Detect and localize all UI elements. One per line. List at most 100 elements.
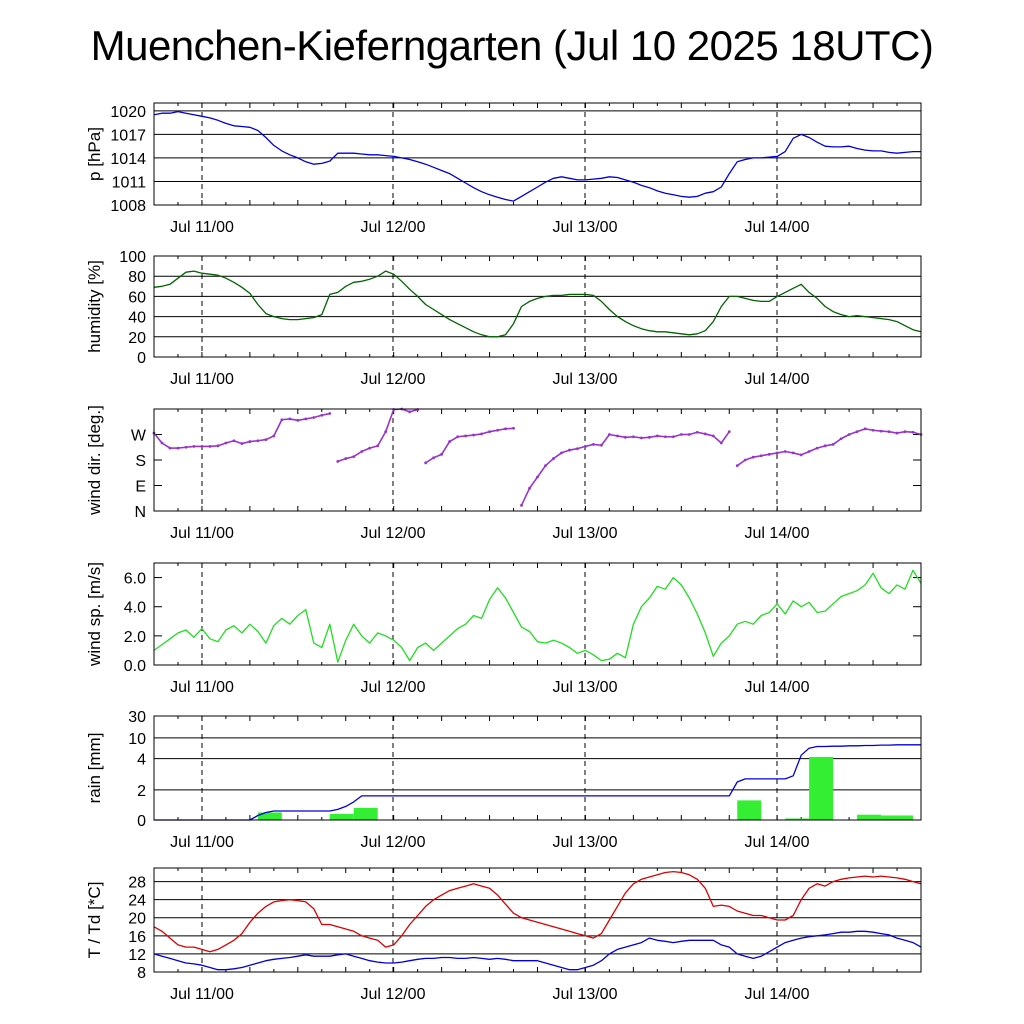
y-tick-label: 0 [137,350,146,367]
wind-dir-segment [265,435,275,441]
y-tick-label: 60 [128,289,146,306]
y-tick-label: 0.0 [124,658,146,675]
y-tick-label: 100 [119,249,146,266]
series-line-temperature [153,930,922,971]
y-axis-label: wind dir. [deg.] [85,405,104,516]
y-tick-label: 20 [128,911,146,928]
y-axis-label: wind sp. [m/s] [85,562,104,667]
y-tick-label: E [135,479,146,496]
panel-rain: 0 2 4 10 30 Jul 11/00 Jul 12/00 Jul 13/00 Jul 14… [85,709,922,851]
rain-bar [353,807,378,820]
x-tick-label: Jul 12/00 [361,219,426,236]
y-tick-label: 0 [137,813,146,830]
y-tick-label: 24 [128,893,146,910]
y-tick-label: 16 [128,929,146,946]
plot-frame [153,715,922,821]
plot-frame [153,408,922,512]
wind-dir-segment [161,442,171,449]
rain-bar [257,812,282,820]
x-tick-label: Jul 14/00 [745,679,810,696]
x-tick-label: Jul 13/00 [553,371,618,388]
panel-wind_speed: 0.0 2.0 4.0 6.0 Jul 11/00 Jul 12/00 Jul 13/00 J… [85,562,922,696]
series-line-wind_speed [153,569,922,663]
wind-dir-segment [520,487,531,506]
x-tick-label: Jul 11/00 [170,986,234,1003]
rain-bar [737,800,762,820]
series-line-humidity [153,270,922,338]
x-tick-label: Jul 12/00 [361,834,426,851]
y-tick-label: 28 [128,875,146,892]
wind-dir-segment [233,439,243,445]
wind-dir-segment [561,449,570,454]
wind-dir-segment [449,436,459,443]
x-tick-label: Jul 11/00 [170,525,234,542]
wind-dir-segment [736,459,746,467]
wind-dir-segment [744,456,754,461]
wind-dir-segment [544,457,555,467]
rain-bar [809,756,834,820]
wind-dir-segment [800,450,810,456]
x-tick-label: Jul 13/00 [553,986,618,1003]
wind-dir-segment [528,476,539,489]
wind-dir-segment [832,438,842,446]
wind-dir-segment [153,432,163,444]
y-tick-label: 8 [137,965,146,982]
wind-dir-segment [840,433,850,440]
y-tick-label: 6.0 [124,571,146,588]
x-tick-label: Jul 14/00 [745,525,810,542]
plot-frame [153,255,922,358]
wind-dir-point [727,430,731,434]
y-tick-label: 40 [128,310,146,327]
wind-dir-segment [440,441,451,455]
wind-dir-segment [217,442,227,447]
rain-bar [857,814,882,820]
y-tick-label: 2 [137,783,146,800]
plot-frame [153,562,922,666]
wind-dir-segment [377,431,387,447]
y-tick-label: 2.0 [124,629,146,646]
wind-dir-segment [536,465,547,478]
y-tick-label: N [134,504,146,521]
y-tick-label: 1008 [110,198,146,215]
panel-humidity: 0 20 40 60 80 100 Jul 11/00 Jul 12/00 Jul 13/00 J… [85,249,922,388]
x-tick-label: Jul 14/00 [745,834,810,851]
plot-frame [153,867,922,973]
x-tick-label: Jul 11/00 [170,679,234,696]
wind-dir-point [512,426,515,430]
wind-dir-segment [808,447,818,453]
wind-dir-segment [720,431,730,444]
x-tick-label: Jul 13/00 [553,219,618,236]
wind-dir-segment [337,457,347,463]
x-tick-label: Jul 11/00 [170,371,234,388]
x-tick-label: Jul 13/00 [553,834,618,851]
plot-frame [153,102,922,206]
series-line-rain [154,744,921,821]
wind-dir-segment [384,409,395,432]
y-axis-label: p [hPa] [85,127,104,181]
y-tick-label: W [131,428,147,445]
wind-dir-point [328,412,332,415]
x-tick-label: Jul 12/00 [361,679,426,696]
y-tick-label: 1014 [110,151,146,168]
rain-bar [329,813,354,820]
y-tick-label: 10 [128,731,146,748]
y-tick-label: 80 [128,269,146,286]
series-line-pressure [153,110,921,202]
wind-dir-segment [353,450,363,458]
y-tick-label: 30 [128,709,146,726]
y-tick-label: 12 [128,947,146,964]
rain-bar [785,818,810,820]
x-tick-label: Jul 11/00 [170,219,234,236]
wind-dir-segment [856,428,866,433]
x-tick-label: Jul 11/00 [170,834,234,851]
rain-bar [881,815,914,820]
x-tick-label: Jul 12/00 [361,986,426,1003]
y-tick-label: 4 [137,752,146,769]
y-tick-label: 4.0 [124,600,146,617]
y-tick-label: 1020 [110,104,146,121]
y-axis-label: T / Td [*C] [85,882,104,959]
y-tick-label: S [135,453,146,470]
y-axis-label: humidity [%] [85,260,104,353]
wind-dir-segment [712,435,722,444]
